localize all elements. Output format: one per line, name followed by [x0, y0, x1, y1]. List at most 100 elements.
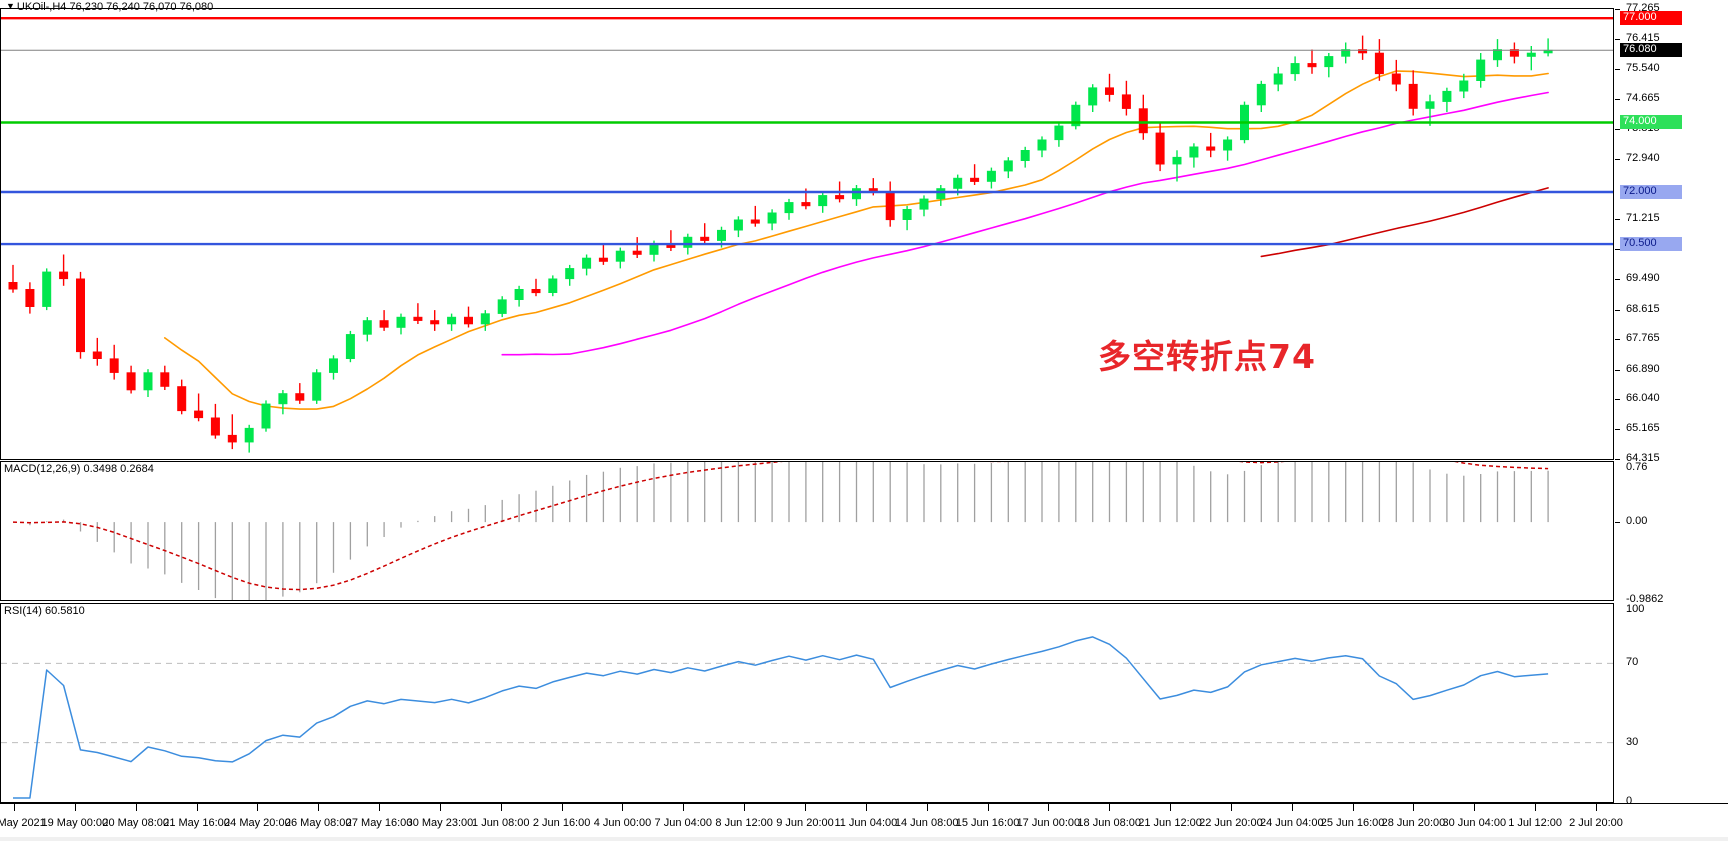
time-axis-label: 2 Jun 16:00 — [532, 817, 591, 829]
time-axis-tick — [1413, 803, 1415, 811]
time-axis-label: 15 Jun 16:00 — [955, 817, 1020, 829]
time-axis-tick — [1170, 803, 1172, 811]
price-level-tag-74-000[interactable]: 74.000 — [1620, 115, 1682, 130]
macd-legend: MACD(12,26,9) 0.3498 0.2684 — [4, 463, 154, 475]
price-axis-tick — [1615, 429, 1620, 431]
time-axis-tick — [1474, 803, 1476, 811]
price-axis-tick-label: 69.490 — [1626, 272, 1660, 285]
price-axis-tick-label: 65.165 — [1626, 422, 1660, 435]
price-chart-panel[interactable] — [0, 8, 1614, 460]
time-axis-tick — [805, 803, 806, 811]
time-axis-label: 27 May 16:00 — [345, 817, 413, 829]
time-axis-tick — [500, 803, 502, 811]
rsi-legend: RSI(14) 60.5810 — [4, 605, 85, 617]
time-axis-tick — [1109, 803, 1111, 811]
macd-axis: 0.76 0.00 -0.9862 — [1614, 461, 1728, 605]
price-axis[interactable]: 77.26576.41575.54074.66573.81572.94071.2… — [1614, 2, 1728, 464]
time-axis-label: 21 Jun 12:00 — [1138, 817, 1202, 829]
price-level-tag-70-500[interactable]: 70.500 — [1620, 237, 1682, 252]
price-axis-tick-label: 68.615 — [1626, 302, 1660, 315]
price-axis-tick — [1615, 339, 1620, 341]
macd-axis-tick-label: 0.00 — [1626, 515, 1648, 528]
price-level-tag-72-000[interactable]: 72.000 — [1620, 184, 1682, 199]
time-axis-label: 20 May 08:00 — [102, 817, 170, 829]
time-axis-label: 14 Jun 08:00 — [894, 817, 959, 829]
price-axis-tick — [1615, 38, 1620, 40]
time-axis-label: 28 Jun 20:00 — [1381, 817, 1446, 829]
rsi-axis-tick-label: 100 — [1626, 603, 1645, 615]
time-axis-tick — [926, 803, 928, 811]
price-axis-tick — [1615, 309, 1620, 311]
price-axis-tick-label: 76.415 — [1626, 31, 1660, 44]
time-axis-label: 21 May 16:00 — [163, 817, 230, 829]
price-axis-tick-label: 66.890 — [1626, 362, 1660, 375]
price-axis-tick-label: 74.665 — [1626, 92, 1660, 105]
current-price-tag[interactable]: 76.080 — [1620, 43, 1682, 58]
price-axis-tick — [1615, 399, 1620, 401]
time-axis-label: 2 Jul 20:00 — [1569, 817, 1623, 829]
time-axis-label: 22 Jun 20:00 — [1199, 817, 1263, 829]
time-axis-tick — [135, 803, 137, 811]
time-axis-tick — [1535, 803, 1537, 811]
time-axis-label: 4 Jun 00:00 — [593, 817, 652, 829]
price-level-tag-77-000[interactable]: 77.000 — [1620, 11, 1682, 26]
time-axis-label: 17 Jun 00:00 — [1016, 817, 1081, 829]
time-axis-label: 24 Jun 04:00 — [1259, 817, 1324, 829]
time-axis-tick — [74, 803, 76, 811]
collapse-caret-icon[interactable]: ▼ — [6, 1, 15, 11]
macd-axis-tick-label: 0.76 — [1626, 461, 1648, 473]
time-axis-label: 1 Jun 08:00 — [472, 817, 530, 829]
price-axis-tick — [1615, 369, 1620, 371]
rsi-canvas — [1, 636, 1613, 799]
price-axis-tick — [1615, 68, 1620, 70]
rsi-axis-tick-label: 70 — [1626, 656, 1639, 669]
macd-axis-tick — [1615, 522, 1620, 524]
rsi-axis-tick-label: 0 — [1626, 795, 1633, 807]
time-axis-label: 18 Jun 08:00 — [1077, 817, 1142, 829]
macd-axis-tick-label: -0.9862 — [1626, 593, 1664, 605]
time-axis-label: 17 May 2021 — [0, 817, 46, 829]
time-axis-label: 7 Jun 04:00 — [654, 817, 713, 829]
price-axis-tick — [1615, 99, 1620, 101]
time-axis-tick — [561, 803, 563, 811]
time-axis-label: 19 May 00:00 — [41, 817, 109, 829]
time-axis-label: 30 Jun 04:00 — [1442, 817, 1507, 829]
price-axis-tick-label: 67.765 — [1626, 332, 1660, 345]
price-axis-tick — [1615, 159, 1620, 161]
time-axis-tick — [865, 803, 867, 811]
time-axis-label: 8 Jun 12:00 — [715, 817, 773, 829]
price-axis-tick-label: 77.265 — [1626, 2, 1660, 14]
time-axis-tick — [318, 803, 320, 811]
time-axis-tick — [1352, 803, 1354, 811]
time-axis-label: 25 Jun 16:00 — [1320, 817, 1385, 829]
time-axis-tick — [1596, 803, 1597, 811]
chart-annotation-text: 多空转折点74 — [1098, 337, 1316, 376]
price-axis-tick-label: 64.315 — [1626, 452, 1660, 464]
macd-panel[interactable] — [0, 461, 1614, 601]
time-axis-tick — [1230, 803, 1232, 811]
time-axis-tick — [1048, 803, 1050, 811]
horizontal-scrollbar[interactable] — [0, 837, 1728, 841]
time-axis-tick — [1291, 803, 1293, 811]
time-axis-tick — [257, 803, 259, 811]
symbol-legend: ▼ UKOil-,H4 76,230 76,240 76,070 76,080 — [6, 1, 213, 13]
time-axis-label: 26 May 08:00 — [284, 817, 352, 829]
rsi-axis: 100 70 30 0 — [1614, 603, 1728, 807]
price-axis-tick — [1615, 279, 1620, 281]
macd-canvas — [12, 462, 1549, 600]
price-axis-tick-label: 71.215 — [1626, 212, 1660, 225]
time-axis-tick — [622, 803, 624, 811]
price-axis-tick — [1615, 128, 1620, 130]
price-axis-tick — [1615, 219, 1620, 221]
price-axis-tick-label: 66.040 — [1626, 392, 1660, 405]
time-axis-tick — [987, 803, 989, 811]
price-axis-tick-label: 72.940 — [1626, 152, 1660, 165]
price-axis-tick — [1615, 9, 1620, 10]
time-axis-tick — [683, 803, 685, 811]
price-axis-tick — [1615, 248, 1620, 250]
rsi-panel[interactable] — [0, 603, 1614, 803]
time-axis-tick — [196, 803, 198, 811]
price-axis-tick — [1615, 459, 1620, 460]
time-axis-divider — [0, 803, 1728, 804]
